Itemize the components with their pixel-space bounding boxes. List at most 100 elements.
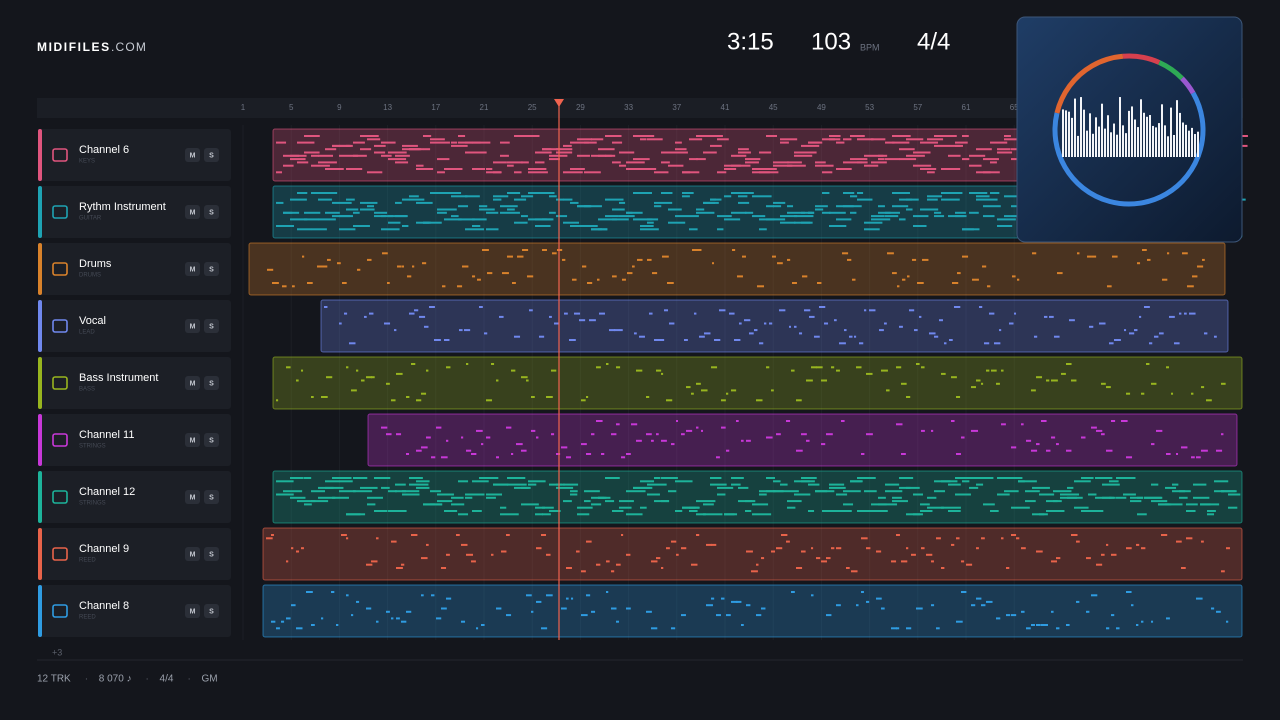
clip[interactable]	[262, 584, 1243, 638]
clip-notes	[276, 477, 1241, 516]
note	[356, 600, 360, 603]
note	[500, 141, 510, 144]
button-solo-label[interactable]: S	[209, 209, 214, 216]
button-mute-label[interactable]: M	[190, 266, 196, 273]
note	[569, 339, 576, 341]
note	[703, 513, 723, 516]
note	[738, 201, 750, 204]
button-solo[interactable]	[204, 604, 219, 618]
note	[913, 225, 925, 227]
note	[876, 597, 882, 600]
button-solo-label[interactable]: S	[209, 323, 214, 330]
note	[864, 477, 876, 479]
track-kind: DRUMS	[79, 273, 101, 279]
button-solo-label[interactable]: S	[209, 437, 214, 444]
note	[361, 379, 365, 382]
note	[616, 620, 620, 623]
note	[969, 164, 982, 167]
button-solo[interactable]	[204, 376, 219, 390]
button-mute[interactable]	[185, 433, 200, 447]
note	[842, 252, 849, 255]
button-mute-label[interactable]: M	[190, 152, 196, 159]
track-row[interactable]: Vocal LEAD M S	[38, 300, 231, 352]
button-solo[interactable]	[204, 547, 219, 561]
note	[701, 389, 708, 392]
note	[1049, 315, 1054, 318]
note	[906, 198, 913, 201]
note	[731, 192, 751, 194]
note	[493, 483, 509, 486]
waveform-bar	[1173, 134, 1175, 157]
note	[586, 540, 592, 543]
button-solo-label[interactable]: S	[209, 152, 214, 159]
note	[913, 513, 923, 516]
button-solo[interactable]	[204, 433, 219, 447]
button-mute-label[interactable]: M	[190, 437, 196, 444]
note	[388, 151, 407, 154]
track-row[interactable]: Channel 9 REED M S	[38, 528, 231, 580]
note	[989, 312, 995, 315]
button-solo[interactable]	[204, 490, 219, 504]
note	[920, 168, 937, 170]
button-mute-label[interactable]: M	[190, 494, 196, 501]
track-row[interactable]: Drums DRUMS M S	[38, 243, 231, 295]
note	[353, 141, 365, 144]
track-row[interactable]: Rythm Instrument GUITAR M S	[38, 186, 231, 238]
note	[822, 211, 831, 214]
waveform-bar	[1122, 125, 1124, 157]
track-row[interactable]: Channel 8 REED M S	[38, 585, 231, 637]
clip[interactable]	[248, 242, 1226, 296]
note	[619, 500, 634, 503]
note	[836, 168, 852, 170]
note	[458, 135, 466, 137]
note	[1221, 433, 1224, 436]
track-row[interactable]: Channel 11 STRINGS M S	[38, 414, 231, 466]
button-mute[interactable]	[185, 604, 200, 618]
button-solo-label[interactable]: S	[209, 551, 214, 558]
note	[304, 503, 312, 506]
button-solo[interactable]	[204, 319, 219, 333]
note	[1144, 306, 1150, 308]
note	[962, 135, 969, 137]
button-mute[interactable]	[185, 319, 200, 333]
track-row[interactable]: Bass Instrument BASS M S	[38, 357, 231, 409]
note	[1004, 215, 1011, 218]
playhead-marker	[554, 99, 564, 107]
button-mute[interactable]	[185, 262, 200, 276]
note	[652, 272, 658, 275]
button-solo-label[interactable]: S	[209, 380, 214, 387]
note	[796, 399, 802, 402]
note	[339, 215, 353, 218]
button-mute[interactable]	[185, 205, 200, 219]
track-row[interactable]: Channel 6 KEYS M S	[38, 129, 231, 181]
button-mute[interactable]	[185, 376, 200, 390]
note	[507, 192, 521, 194]
button-solo[interactable]	[204, 262, 219, 276]
clip[interactable]	[367, 413, 1238, 467]
button-solo[interactable]	[204, 205, 219, 219]
note	[1032, 513, 1045, 516]
button-mute-label[interactable]: M	[190, 209, 196, 216]
note	[976, 148, 992, 151]
button-mute-label[interactable]: M	[190, 323, 196, 330]
button-mute[interactable]	[185, 547, 200, 561]
note	[506, 534, 510, 536]
note	[821, 379, 828, 382]
track-kind: REED	[79, 615, 96, 621]
button-mute-label[interactable]: M	[190, 380, 196, 387]
button-solo[interactable]	[204, 148, 219, 162]
button-solo-label[interactable]: S	[209, 494, 214, 501]
button-mute[interactable]	[185, 490, 200, 504]
note	[664, 309, 669, 312]
track-row[interactable]: Channel 12 STRINGS M S	[38, 471, 231, 523]
clip[interactable]	[320, 299, 1229, 353]
note	[286, 617, 291, 620]
note	[1126, 547, 1132, 550]
button-solo-label[interactable]: S	[209, 266, 214, 273]
note	[647, 135, 655, 137]
clip[interactable]	[262, 527, 1243, 581]
button-mute-label[interactable]: M	[190, 608, 196, 615]
button-mute[interactable]	[185, 148, 200, 162]
button-solo-label[interactable]: S	[209, 608, 214, 615]
button-mute-label[interactable]: M	[190, 551, 196, 558]
